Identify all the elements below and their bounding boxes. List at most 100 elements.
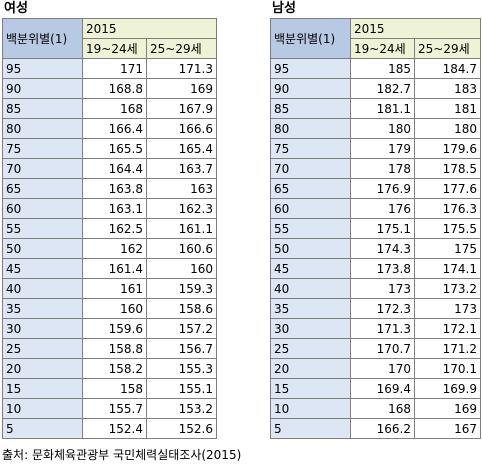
table-row: 90 182.7 183 xyxy=(270,78,481,99)
table-row: 85 181.1 181 xyxy=(270,98,481,119)
value-cell-25-29: 171.3 xyxy=(146,58,217,79)
table-row: 85 168 167.9 xyxy=(2,98,217,119)
value-cell-19-24: 162 xyxy=(82,238,147,259)
value-cell-19-24: 160 xyxy=(82,298,147,319)
percentile-header: 백분위별(1) xyxy=(270,18,351,59)
value-cell-25-29: 179.6 xyxy=(414,138,481,159)
table-row: 30 159.6 157.2 xyxy=(2,318,217,339)
percentile-cell: 70 xyxy=(2,158,83,179)
table-row: 95 185 184.7 xyxy=(270,58,481,79)
table-row: 75 179 179.6 xyxy=(270,138,481,159)
value-cell-25-29: 165.4 xyxy=(146,138,217,159)
value-cell-19-24: 168 xyxy=(82,98,147,119)
percentile-cell: 65 xyxy=(270,178,351,199)
percentile-cell: 35 xyxy=(270,298,351,319)
percentile-cell: 95 xyxy=(270,58,351,79)
value-cell-19-24: 170 xyxy=(350,358,415,379)
value-cell-19-24: 181.1 xyxy=(350,98,415,119)
table-row: 65 176.9 177.6 xyxy=(270,178,481,199)
value-cell-19-24: 168 xyxy=(350,398,415,419)
year-header: 2015 xyxy=(350,18,481,39)
table-row: 10 155.7 153.2 xyxy=(2,398,217,419)
percentile-cell: 60 xyxy=(2,198,83,219)
percentile-cell: 95 xyxy=(2,58,83,79)
value-cell-19-24: 173.8 xyxy=(350,258,415,279)
value-cell-25-29: 166.6 xyxy=(146,118,217,139)
table-row: 35 160 158.6 xyxy=(2,298,217,319)
value-cell-25-29: 162.3 xyxy=(146,198,217,219)
value-cell-19-24: 163.8 xyxy=(82,178,147,199)
value-cell-19-24: 165.5 xyxy=(82,138,147,159)
value-cell-25-29: 181 xyxy=(414,98,481,119)
percentile-cell: 20 xyxy=(270,358,351,379)
value-cell-25-29: 175 xyxy=(414,238,481,259)
female-panel: 여성 백분위별(1) 2015 19~24세 25~29세 95 171 171.3… xyxy=(2,0,217,439)
percentile-cell: 20 xyxy=(2,358,83,379)
value-cell-19-24: 178 xyxy=(350,158,415,179)
table-row: 50 174.3 175 xyxy=(270,238,481,259)
table-row: 80 166.4 166.6 xyxy=(2,118,217,139)
value-cell-19-24: 159.6 xyxy=(82,318,147,339)
value-cell-19-24: 169.4 xyxy=(350,378,415,399)
value-cell-19-24: 158 xyxy=(82,378,147,399)
value-cell-19-24: 180 xyxy=(350,118,415,139)
value-cell-19-24: 176.9 xyxy=(350,178,415,199)
age-header-25-29: 25~29세 xyxy=(146,38,217,59)
table-row: 80 180 180 xyxy=(270,118,481,139)
percentile-cell: 75 xyxy=(270,138,351,159)
percentile-cell: 70 xyxy=(270,158,351,179)
value-cell-25-29: 163 xyxy=(146,178,217,199)
value-cell-19-24: 152.4 xyxy=(82,418,147,439)
female-table: 백분위별(1) 2015 19~24세 25~29세 95 171 171.3 90 1… xyxy=(2,18,217,439)
value-cell-25-29: 161.1 xyxy=(146,218,217,239)
percentile-cell: 65 xyxy=(2,178,83,199)
percentile-cell: 85 xyxy=(2,98,83,119)
table-row: 15 169.4 169.9 xyxy=(270,378,481,399)
percentile-cell: 45 xyxy=(2,258,83,279)
value-cell-19-24: 166.2 xyxy=(350,418,415,439)
value-cell-25-29: 160.6 xyxy=(146,238,217,259)
source-note: 출처: 문화체육관광부 국민체력실태조사(2015) xyxy=(2,448,242,462)
table-row: 60 176 176.3 xyxy=(270,198,481,219)
percentile-cell: 5 xyxy=(270,418,351,439)
table-row: 15 158 155.1 xyxy=(2,378,217,399)
value-cell-19-24: 168.8 xyxy=(82,78,147,99)
table-row: 95 171 171.3 xyxy=(2,58,217,79)
percentile-cell: 50 xyxy=(270,238,351,259)
value-cell-25-29: 173.2 xyxy=(414,278,481,299)
value-cell-25-29: 170.1 xyxy=(414,358,481,379)
percentile-cell: 55 xyxy=(2,218,83,239)
value-cell-25-29: 160 xyxy=(146,258,217,279)
table-row: 5 152.4 152.6 xyxy=(2,418,217,439)
value-cell-25-29: 155.1 xyxy=(146,378,217,399)
table-row: 50 162 160.6 xyxy=(2,238,217,259)
table-row: 30 171.3 172.1 xyxy=(270,318,481,339)
percentile-cell: 40 xyxy=(270,278,351,299)
table-row: 55 162.5 161.1 xyxy=(2,218,217,239)
year-header: 2015 xyxy=(82,18,217,39)
value-cell-25-29: 167 xyxy=(414,418,481,439)
age-header-25-29: 25~29세 xyxy=(414,38,481,59)
table-row: 25 170.7 171.2 xyxy=(270,338,481,359)
value-cell-25-29: 177.6 xyxy=(414,178,481,199)
value-cell-19-24: 172.3 xyxy=(350,298,415,319)
value-cell-19-24: 158.8 xyxy=(82,338,147,359)
female-table-body: 95 171 171.3 90 168.8 169 85 168 167.9 80 166.4 166… xyxy=(2,58,217,439)
table-row: 75 165.5 165.4 xyxy=(2,138,217,159)
percentile-cell: 10 xyxy=(2,398,83,419)
value-cell-19-24: 162.5 xyxy=(82,218,147,239)
value-cell-19-24: 179 xyxy=(350,138,415,159)
table-row: 65 163.8 163 xyxy=(2,178,217,199)
table-row: 45 161.4 160 xyxy=(2,258,217,279)
value-cell-19-24: 166.4 xyxy=(82,118,147,139)
percentile-cell: 15 xyxy=(2,378,83,399)
value-cell-25-29: 174.1 xyxy=(414,258,481,279)
value-cell-25-29: 175.5 xyxy=(414,218,481,239)
value-cell-19-24: 171.3 xyxy=(350,318,415,339)
value-cell-25-29: 156.7 xyxy=(146,338,217,359)
table-row: 45 173.8 174.1 xyxy=(270,258,481,279)
value-cell-19-24: 174.3 xyxy=(350,238,415,259)
percentile-cell: 80 xyxy=(270,118,351,139)
percentile-cell: 90 xyxy=(270,78,351,99)
table-row: 40 161 159.3 xyxy=(2,278,217,299)
